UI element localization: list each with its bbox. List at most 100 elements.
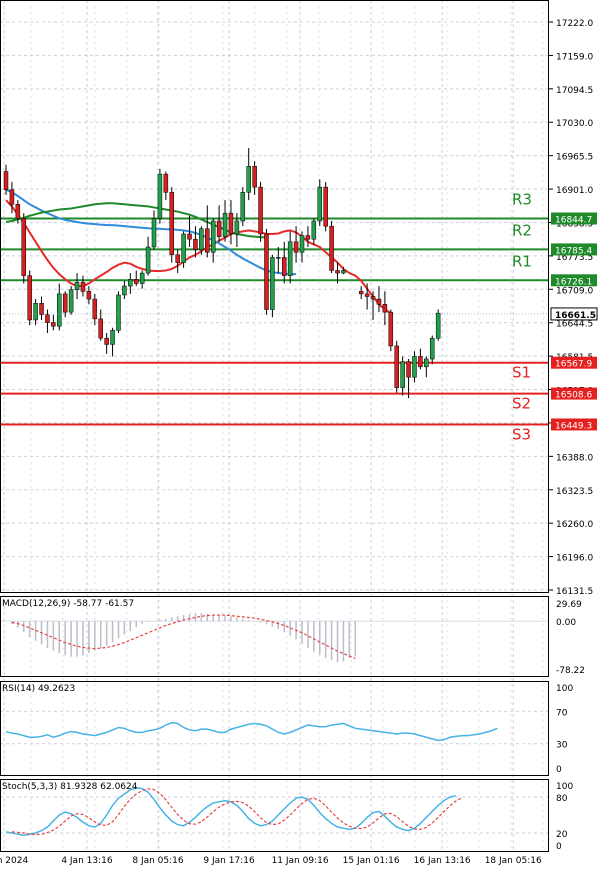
level-label-s2: S2 [512,395,531,413]
candle-bull [199,228,204,250]
candle-bear [376,298,382,305]
level-label-r1: R1 [512,252,532,270]
panel-frame [0,596,549,677]
level-price-tag-bg [551,212,597,225]
candle-bear [281,257,287,276]
candle-bear [358,291,364,295]
price-tick-label: 16196.0 [556,554,593,564]
candle-bull [429,337,435,360]
candle-bull [122,285,127,296]
level-label-s3: S3 [512,425,531,443]
level-price-tag: 16449.3 [555,421,592,431]
stoch-panel: Stoch(5,3,3) 81.9328 62.0624 [0,782,549,837]
candle-bear [193,238,198,250]
candle-bull [435,312,441,339]
candle-bear [45,314,50,323]
price-tick-label: 17030.0 [556,119,593,129]
rsi-tick-label: 100 [556,684,573,694]
level-price-tag: 16844.7 [555,216,592,226]
candle-bear [21,218,27,276]
candle-bear [382,304,388,313]
moving-average-blue [5,188,297,276]
candle-bear [187,233,192,240]
rsi-tick-label: 30 [556,741,568,751]
moving-average-red [5,199,392,315]
candle-bear [323,186,328,227]
panel-frame [0,779,549,852]
candle-bear [258,186,263,235]
price-tick-label: 16644.5 [556,320,593,330]
price-tick-label: 17159.0 [556,52,593,62]
grid-layer [0,0,549,851]
candle-bull [74,282,80,290]
candle-bear [388,311,394,347]
candle-bull [270,257,275,310]
candle-bull [299,235,305,253]
candle-bull [33,303,38,321]
stoch-d-line [11,788,463,836]
candle-bear [228,212,234,235]
candle-bear [175,254,180,263]
time-tick-label: 15 Jan 01:16 [343,856,400,866]
candle-bull [57,293,62,327]
candle-bear [62,293,68,313]
macd-panel: MACD(12,26,9) -58.77 -61.57 [0,599,549,663]
panel-frame [0,0,549,593]
rsi-panel: RSI(14) 49.2623 [0,684,549,745]
candle-bull [234,220,240,235]
candle-bear [163,173,169,193]
candle-bear [3,171,9,190]
level-price-tag: 16785.4 [555,246,592,256]
level-price-tag-bg [551,243,597,256]
macd-tick-label: 29.69 [556,600,582,610]
time-tick-label: 9 Jan 17:16 [203,856,255,866]
stoch-tick-label: 80 [556,794,568,804]
time-tick-label: 8 Jan 05:16 [132,856,184,866]
price-tick-label: 16323.5 [556,487,593,497]
macd-tick-label: -78.22 [556,666,585,676]
candle-bull [240,192,246,222]
price-tick-label: 16388.0 [556,453,593,463]
price-tick-label: 16260.0 [556,520,593,530]
level-price-tag: 16508.6 [555,391,592,401]
candle-bear [133,279,139,284]
candle-bull [424,358,429,368]
level-label-s1: S1 [512,364,531,382]
candle-bear [104,337,109,345]
candle-bull [68,289,74,313]
candle-bear [92,298,98,320]
price-tick-label: 16709.0 [556,286,593,296]
candle-bull [181,233,186,263]
candle-bull [128,279,133,287]
candle-bear [15,204,21,219]
time-tick-label: 18 Jan 05:16 [485,856,542,866]
price-tick-label: 16131.5 [556,587,593,597]
level-price-tag: 16726.1 [555,277,592,287]
current-price-tag: 16661.5 [555,311,596,321]
stoch-title: Stoch(5,3,3) 81.9328 62.0624 [2,782,138,792]
rsi-line [5,721,498,742]
candle-bear [39,303,44,315]
level-price-tag-bg [551,274,597,287]
candle-bear [364,293,370,297]
candle-bull [412,356,417,378]
candle-bull [400,361,405,388]
candle-bear [252,166,257,188]
price-tick-label: 17094.5 [556,86,593,96]
level-price-tag-bg [551,387,597,400]
candle-bull [222,212,228,237]
stoch-tick-label: 100 [556,782,573,792]
candle-bear [406,361,411,378]
macd-tick-label: 0.00 [556,618,576,628]
candle-bear [27,275,32,321]
level-price-tag-bg [551,418,597,431]
candle-bull [287,241,293,276]
candle-bull [157,173,163,219]
current-price-tag-bg [550,307,598,321]
candle-bull [116,294,121,331]
candle-bull [151,218,157,248]
candle-bear [293,241,299,253]
candle-bear [51,322,56,327]
time-tick-label: 16 Jan 13:16 [414,856,471,866]
